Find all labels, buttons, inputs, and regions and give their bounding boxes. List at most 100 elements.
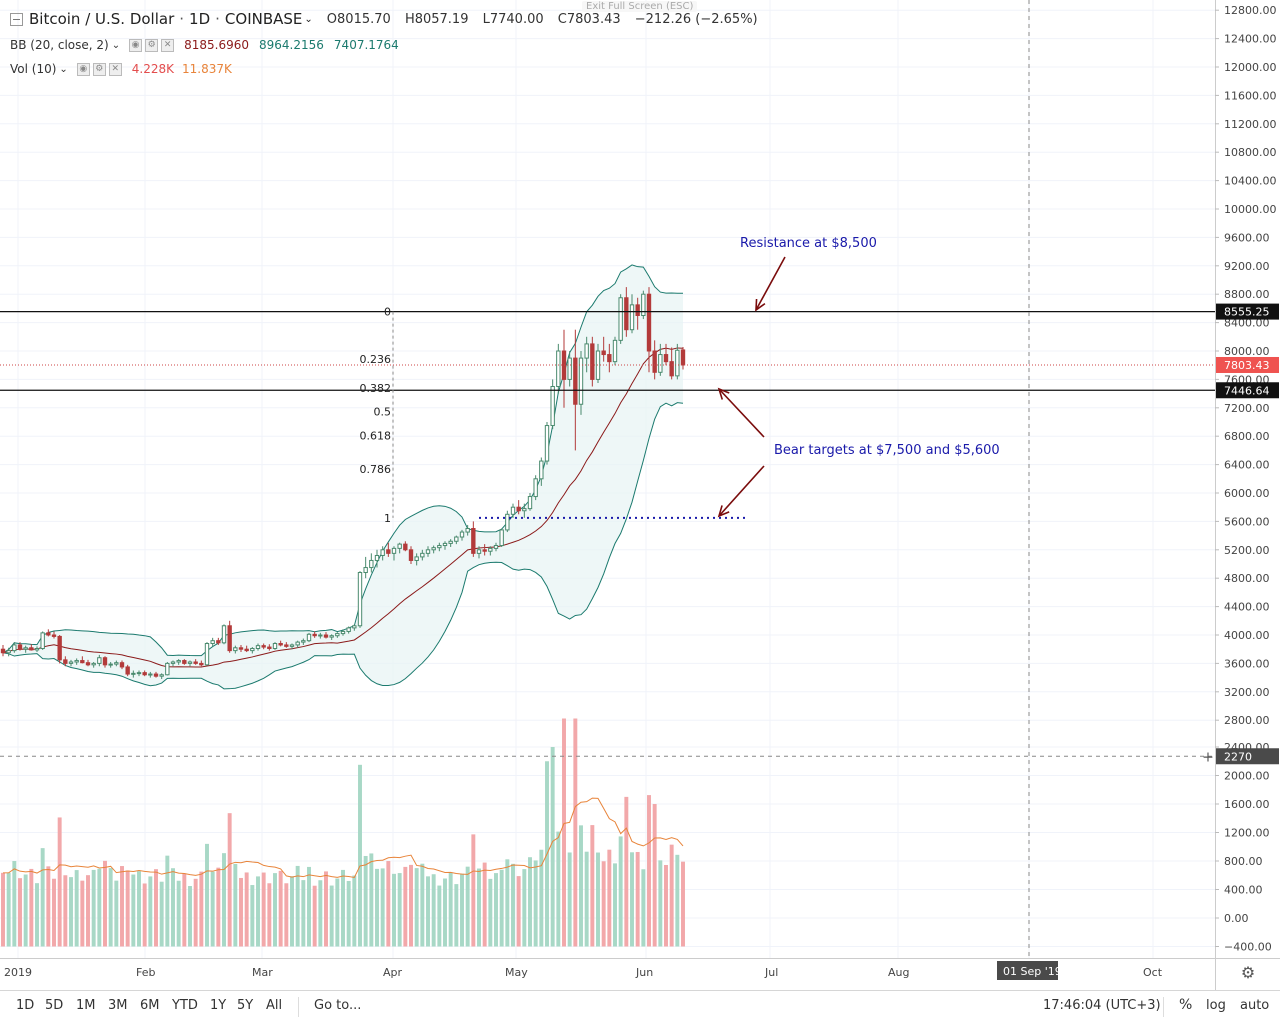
settings-icon[interactable]: ⚙	[92, 62, 106, 76]
candle-body	[159, 674, 164, 677]
volume-bar	[505, 859, 510, 947]
eye-icon[interactable]: ◉	[76, 62, 90, 76]
candle-body	[284, 644, 289, 647]
volume-bar	[199, 871, 204, 947]
chevron-down-icon[interactable]: ⌄	[111, 39, 121, 51]
close-icon[interactable]: ✕	[108, 62, 122, 76]
candle-body	[663, 354, 669, 363]
time-axis-label: Jun	[635, 966, 653, 979]
volume-bar	[601, 861, 606, 947]
candle-body	[199, 662, 204, 666]
bottom-toolbar: 1D 5D 1M 3M 6M YTD 1Y 5Y All Go to... 17…	[0, 990, 1280, 1025]
log-toggle[interactable]: log	[1206, 998, 1226, 1013]
range-1y[interactable]: 1Y	[210, 998, 227, 1013]
candle-body	[403, 543, 408, 551]
candle-body	[182, 660, 187, 664]
goto-button[interactable]: Go to...	[314, 998, 362, 1013]
volume-bar	[278, 870, 283, 947]
volume-bar	[454, 884, 459, 947]
candle-body	[465, 528, 470, 533]
eye-icon[interactable]: ◉	[129, 38, 143, 52]
chevron-down-icon[interactable]: ⌄	[59, 63, 68, 75]
volume-bar	[437, 885, 442, 947]
resistance-price-tag: 8555.25	[1224, 306, 1270, 319]
bb-basis-value: 8185.6960	[184, 38, 250, 52]
candle-body	[272, 643, 278, 649]
price-tick-label: 12800.00	[1224, 4, 1277, 17]
range-5y[interactable]: 5Y	[237, 998, 254, 1013]
range-6m[interactable]: 6M	[140, 998, 160, 1013]
candle-body	[476, 549, 482, 554]
price-tick-label: 4800.00	[1224, 572, 1270, 585]
candle-body	[550, 386, 555, 427]
candle-body	[148, 673, 153, 676]
arrow-bear-target-2	[718, 465, 765, 517]
volume-bar	[12, 861, 17, 947]
gear-icon[interactable]: ⚙	[1240, 963, 1256, 982]
crosshair-date-tag: 01 Sep '19	[1003, 965, 1062, 978]
range-1m[interactable]: 1M	[76, 998, 96, 1013]
exchange-label[interactable]: COINBASE	[224, 10, 303, 28]
range-3m[interactable]: 3M	[108, 998, 128, 1013]
volume-bar	[414, 868, 419, 947]
range-all[interactable]: All	[266, 998, 283, 1013]
candle-body	[380, 549, 385, 556]
range-5d[interactable]: 5D	[45, 998, 64, 1013]
candle-body	[669, 361, 674, 377]
candle-body	[165, 662, 170, 676]
range-ytd[interactable]: YTD	[172, 998, 198, 1013]
volume-bar	[664, 864, 668, 947]
volume-bar	[273, 873, 277, 947]
candle-body	[607, 354, 612, 363]
volume-bar	[29, 868, 34, 947]
bb-legend-row: BB (20, close, 2) ⌄ ◉ ⚙ ✕ 8185.6960 8964…	[10, 38, 399, 52]
support-price-tag-bg	[1216, 382, 1279, 399]
candle-body	[131, 672, 136, 675]
candle-body	[414, 556, 419, 561]
auto-toggle[interactable]: auto	[1240, 998, 1270, 1013]
price-tick-label: 1200.00	[1224, 827, 1270, 840]
chevron-down-icon[interactable]: ⌄	[304, 13, 313, 25]
crosshair-date-tag-bg	[997, 961, 1058, 980]
volume-bar	[52, 878, 56, 947]
candle-body	[425, 549, 431, 554]
bb-label[interactable]: BB (20, close, 2)	[10, 38, 109, 52]
candle-body	[629, 304, 635, 331]
volume-bar	[222, 853, 226, 947]
volume-bar	[125, 870, 130, 947]
candle-body	[578, 357, 584, 405]
last-price-tag: 7803.43	[1224, 359, 1270, 372]
last-price-tag-bg	[1216, 356, 1279, 373]
time-readout[interactable]: 17:46:04 (UTC+3)	[1043, 998, 1161, 1013]
volume-bar	[409, 864, 413, 947]
candle-body	[533, 478, 538, 498]
symbol-name[interactable]: Bitcoin / U.S. Dollar	[29, 10, 175, 28]
support-price-tag: 7446.64	[1224, 384, 1270, 397]
volume-bar	[210, 871, 215, 947]
percent-toggle[interactable]: %	[1179, 997, 1193, 1013]
volume-bar	[40, 848, 45, 947]
candle-body	[12, 644, 17, 652]
close-icon[interactable]: ✕	[161, 38, 175, 52]
candle-body	[544, 425, 550, 462]
collapse-icon[interactable]	[10, 12, 23, 26]
candle-body	[289, 644, 295, 647]
interval-label[interactable]: 1D	[189, 10, 211, 28]
candle-body	[114, 662, 119, 665]
vol-label[interactable]: Vol (10)	[10, 62, 57, 76]
volume-bar	[324, 871, 328, 947]
candle-body	[652, 350, 657, 373]
price-tick-label: 10400.00	[1224, 175, 1277, 188]
candle-body	[346, 627, 351, 632]
candle-body	[454, 536, 459, 542]
candle-body	[227, 625, 232, 652]
settings-icon[interactable]: ⚙	[145, 38, 159, 52]
exit-fullscreen-button[interactable]: Exit Full Screen (ESC)	[582, 1, 698, 12]
range-1d[interactable]: 1D	[16, 998, 35, 1013]
volume-bar	[380, 868, 385, 947]
volume-bar	[596, 852, 600, 947]
price-tick-label: 3600.00	[1224, 657, 1270, 670]
candle-body	[176, 660, 181, 663]
candle-body	[459, 531, 465, 538]
